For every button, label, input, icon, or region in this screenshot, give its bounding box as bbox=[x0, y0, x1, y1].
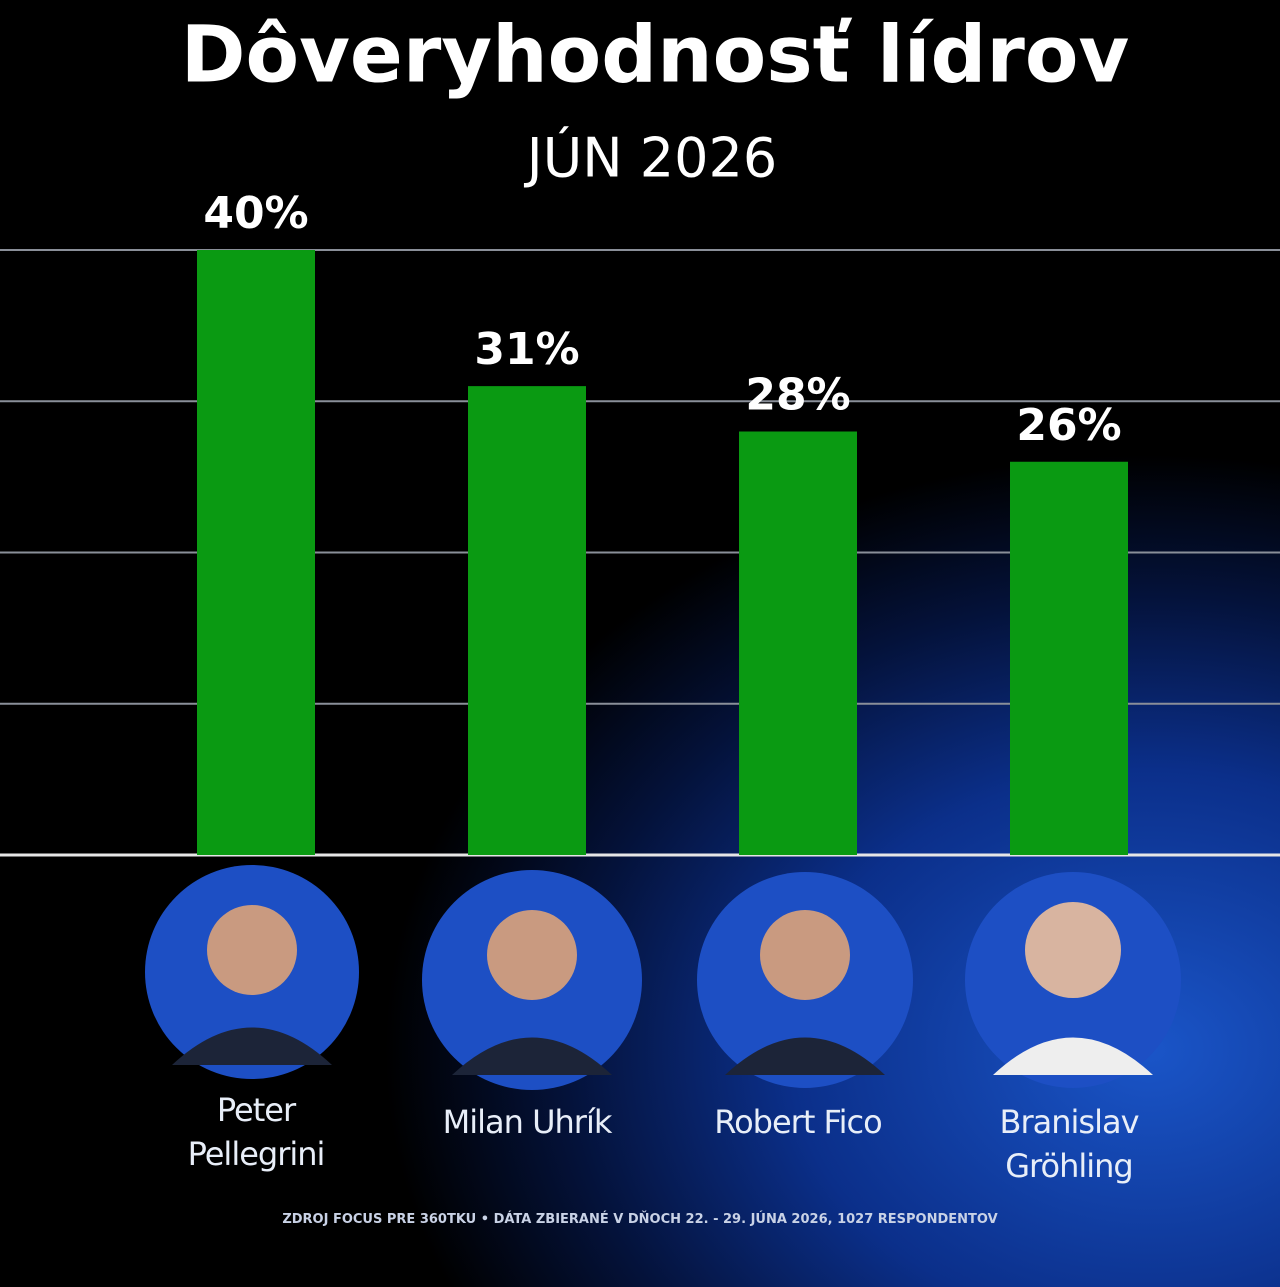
source-note: ZDROJ FOCUS PRE 360TKU • DÁTA ZBIERANÉ V… bbox=[282, 1212, 998, 1227]
bar bbox=[197, 250, 315, 855]
portrait bbox=[965, 872, 1181, 1088]
bar bbox=[468, 386, 586, 855]
value-label: 26% bbox=[1016, 400, 1121, 451]
value-label: 40% bbox=[203, 188, 308, 239]
x-tick-label: Peter Pellegrini bbox=[187, 1091, 326, 1173]
value-label: 31% bbox=[474, 324, 579, 375]
x-tick-label: Milan Uhrík bbox=[442, 1103, 613, 1141]
x-tick-label: Robert Fico bbox=[714, 1103, 882, 1141]
chart-title: Dôveryhodnosť lídrov bbox=[181, 10, 1130, 100]
chart-subtitle: JÚN 2026 bbox=[524, 127, 777, 190]
portrait bbox=[145, 865, 359, 1079]
photos bbox=[145, 865, 1181, 1090]
portrait bbox=[422, 870, 642, 1090]
value-label: 28% bbox=[745, 370, 850, 421]
portrait bbox=[697, 872, 913, 1088]
x-tick-label: Branislav Gröhling bbox=[999, 1103, 1140, 1185]
bar bbox=[1010, 461, 1128, 855]
bar bbox=[739, 431, 857, 855]
